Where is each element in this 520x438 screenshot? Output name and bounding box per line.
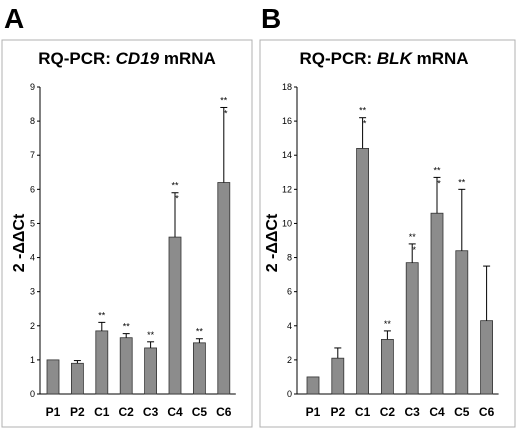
bar-c1 — [356, 147, 370, 395]
bar-p1 — [46, 359, 60, 395]
y-tick-label: 0 — [30, 389, 35, 399]
y-tick-label: 8 — [287, 253, 292, 263]
significance-marker: * — [437, 178, 441, 188]
bar-c3 — [144, 347, 158, 395]
significance-marker: ** — [359, 106, 367, 116]
bar-c4 — [430, 212, 444, 395]
significance-marker: ** — [433, 165, 441, 175]
chart-title-a: RQ-PCR: CD19 mRNA — [38, 49, 216, 68]
panel-b: B RQ-PCR: BLK mRNA 2 -ΔΔCt 0 2 4 6 8 10 12 14 16… — [259, 3, 516, 428]
x-tick-label: C2 — [380, 405, 396, 419]
significance-marker: * — [363, 119, 367, 129]
y-tick-label: 2 — [30, 321, 35, 331]
y-tick-label: 0 — [287, 389, 292, 399]
bar-c2 — [119, 337, 133, 395]
significance-marker: * — [175, 194, 179, 204]
x-tick-label: C5 — [454, 405, 470, 419]
bar-c4 — [168, 236, 182, 395]
significance-marker: ** — [458, 177, 466, 187]
significance-marker: ** — [384, 319, 392, 329]
significance-marker: ** — [171, 181, 179, 191]
x-tick-label: C2 — [119, 405, 135, 419]
chart-title-b: RQ-PCR: BLK mRNA — [299, 49, 468, 68]
y-tick-label: 12 — [282, 184, 292, 194]
significance-marker: ** — [196, 327, 204, 337]
y-tick-label: 2 — [287, 355, 292, 365]
bar-c2 — [380, 339, 394, 395]
x-tick-label: C6 — [216, 405, 232, 419]
x-tick-label: P2 — [330, 405, 345, 419]
y-tick-label: 3 — [30, 287, 35, 297]
y-tick-label: 10 — [282, 218, 292, 228]
y-axis-label-a: 2 -ΔΔCt — [11, 213, 28, 272]
significance-marker: * — [224, 108, 228, 118]
x-tick-label: C3 — [143, 405, 159, 419]
x-tick-label: C3 — [405, 405, 421, 419]
x-tick-label: C1 — [94, 405, 110, 419]
y-tick-label: 4 — [287, 321, 292, 331]
bar-c6 — [480, 320, 494, 395]
bar-c1 — [95, 330, 109, 395]
significance-marker: ** — [147, 330, 155, 340]
y-tick-label: 4 — [30, 253, 35, 263]
x-tick-label: C5 — [192, 405, 208, 419]
significance-marker: * — [412, 245, 416, 255]
bar-c5 — [455, 250, 469, 395]
y-tick-label: 9 — [30, 82, 35, 92]
x-tick-label: C1 — [355, 405, 371, 419]
x-tick-label: P1 — [306, 405, 321, 419]
y-tick-label: 18 — [282, 82, 292, 92]
bar-p2 — [331, 357, 345, 395]
y-tick-label: 6 — [287, 287, 292, 297]
panel-a: A RQ-PCR: CD19 mRNA 2 -ΔΔCt 0 1 2 3 4 5 6 7 8 9 P1… — [1, 3, 253, 428]
x-tick-label: P1 — [46, 405, 61, 419]
y-tick-label: 8 — [30, 116, 35, 126]
significance-marker: ** — [98, 310, 106, 320]
bar-p1 — [306, 376, 320, 395]
bar-c6 — [217, 182, 231, 395]
y-tick-label: 5 — [30, 218, 35, 228]
significance-marker: ** — [123, 322, 131, 332]
x-tick-label: C6 — [479, 405, 495, 419]
significance-marker: ** — [220, 95, 228, 105]
bar-p2 — [71, 362, 84, 395]
x-tick-label: C4 — [429, 405, 445, 419]
x-tick-label: C4 — [167, 405, 183, 419]
bar-c3 — [405, 262, 419, 395]
y-axis-label-b: 2 -ΔΔCt — [264, 213, 281, 272]
y-tick-label: 1 — [30, 355, 35, 365]
significance-marker: ** — [409, 232, 417, 242]
y-tick-label: 7 — [30, 150, 35, 160]
x-tick-label: P2 — [70, 405, 85, 419]
panel-label-a: A — [4, 3, 24, 34]
y-tick-label: 14 — [282, 150, 292, 160]
y-tick-label: 16 — [282, 116, 292, 126]
panel-label-b: B — [261, 3, 281, 34]
y-tick-label: 6 — [30, 184, 35, 194]
bar-c5 — [192, 342, 206, 395]
